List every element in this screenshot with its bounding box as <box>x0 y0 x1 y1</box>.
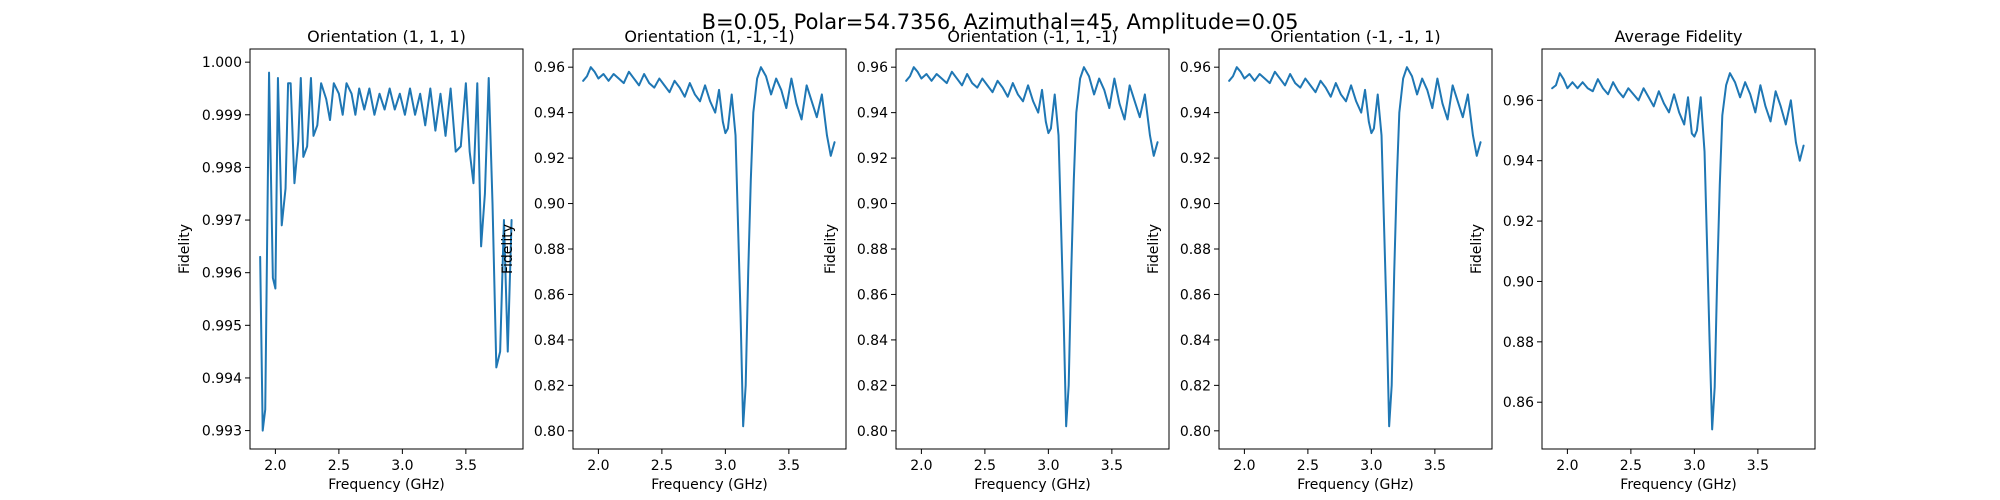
y-axis-label: Fidelity <box>1146 224 1162 274</box>
x-axis-label: Frequency (GHz) <box>1297 477 1413 493</box>
y-tick-label: 0.94 <box>857 106 888 122</box>
x-tick-label: 2.5 <box>1620 458 1642 474</box>
subplot-1: 2.0 2.5 3.0 3.5 0.993 0.994 0.995 0.996 0.997 0.9… <box>177 27 524 493</box>
y-tick-label: 0.998 <box>202 160 242 176</box>
x-tick-label: 2.0 <box>1233 458 1255 474</box>
y-tick-label: 0.86 <box>1503 395 1534 411</box>
x-axis-label: Frequency (GHz) <box>651 477 767 493</box>
x-tick-label: 2.5 <box>1297 458 1319 474</box>
y-tick-label: 0.88 <box>1180 242 1211 258</box>
y-tick-label: 0.80 <box>1180 424 1211 440</box>
subplot-3: 2.0 2.5 3.0 3.5 0.80 0.82 0.84 0.86 0.88 0.90 0.92… <box>823 27 1170 493</box>
y-tick-label: 0.92 <box>857 151 888 167</box>
subplot-4: 2.0 2.5 3.0 3.5 0.80 0.82 0.84 0.86 0.88 0.90 0.92… <box>1146 27 1493 493</box>
y-tick-label: 0.88 <box>857 242 888 258</box>
y-tick-label: 0.86 <box>857 287 888 303</box>
axes-frame <box>1541 48 1816 450</box>
y-tick-label: 0.999 <box>202 108 242 124</box>
y-tick-label: 0.96 <box>1180 60 1211 76</box>
y-tick-label: 1.000 <box>202 55 242 71</box>
y-tick-label: 0.94 <box>1503 154 1534 170</box>
y-tick-label: 0.84 <box>1180 333 1211 349</box>
subplot-title: Orientation (-1, -1, 1) <box>1270 27 1440 46</box>
x-tick-label: 2.0 <box>1556 458 1578 474</box>
subplot-title: Average Fidelity <box>1615 27 1743 46</box>
x-tick-label: 2.0 <box>587 458 609 474</box>
y-tick-label: 0.90 <box>1503 274 1534 290</box>
x-tick-label: 3.0 <box>714 458 736 474</box>
x-tick-label: 2.0 <box>264 458 286 474</box>
x-tick-label: 2.5 <box>974 458 996 474</box>
y-tick-label: 0.993 <box>202 424 242 440</box>
series-line <box>1551 72 1805 431</box>
y-tick-label: 0.96 <box>534 60 565 76</box>
y-tick-label: 0.94 <box>1180 106 1211 122</box>
y-tick-label: 0.82 <box>534 378 565 394</box>
subplot-title: Orientation (1, 1, 1) <box>307 27 466 46</box>
y-tick-label: 0.82 <box>857 378 888 394</box>
y-tick-label: 0.88 <box>534 242 565 258</box>
y-tick-label: 0.82 <box>1180 378 1211 394</box>
x-tick-label: 2.0 <box>910 458 932 474</box>
y-tick-label: 0.92 <box>1180 151 1211 167</box>
y-tick-label: 0.94 <box>534 106 565 122</box>
x-axis-label: Frequency (GHz) <box>974 477 1090 493</box>
y-axis-label: Fidelity <box>500 224 516 274</box>
x-tick-label: 3.0 <box>1360 458 1382 474</box>
series-line <box>582 66 836 428</box>
x-tick-label: 3.5 <box>1747 458 1769 474</box>
y-tick-label: 0.84 <box>534 333 565 349</box>
y-tick-label: 0.80 <box>857 424 888 440</box>
x-tick-label: 2.5 <box>328 458 350 474</box>
y-tick-label: 0.96 <box>857 60 888 76</box>
subplot-2: 2.0 2.5 3.0 3.5 0.80 0.82 0.84 0.86 0.88 0.90 0.92… <box>500 27 847 493</box>
x-tick-label: 3.0 <box>391 458 413 474</box>
x-tick-label: 3.5 <box>455 458 477 474</box>
y-tick-label: 0.86 <box>534 287 565 303</box>
y-tick-label: 0.997 <box>202 213 242 229</box>
y-tick-label: 0.90 <box>857 197 888 213</box>
x-tick-label: 3.5 <box>1101 458 1123 474</box>
x-tick-label: 3.0 <box>1683 458 1705 474</box>
subplot-5: 2.0 2.5 3.0 3.5 0.86 0.88 0.90 0.92 0.94 0.96 Aver… <box>1469 27 1816 493</box>
x-tick-label: 2.5 <box>651 458 673 474</box>
figure-suptitle: B=0.05, Polar=54.7356, Azimuthal=45, Amp… <box>702 10 1299 34</box>
series-line <box>905 66 1159 428</box>
x-axis-label: Frequency (GHz) <box>328 477 444 493</box>
y-tick-label: 0.86 <box>1180 287 1211 303</box>
y-axis-label: Fidelity <box>823 224 839 274</box>
y-tick-label: 0.84 <box>857 333 888 349</box>
subplot-title: Orientation (-1, 1, -1) <box>947 27 1117 46</box>
axes-frame <box>249 48 524 450</box>
x-tick-label: 3.5 <box>1424 458 1446 474</box>
series-line <box>1228 66 1482 428</box>
y-tick-label: 0.92 <box>1503 214 1534 230</box>
y-tick-label: 0.90 <box>534 197 565 213</box>
y-tick-label: 0.994 <box>202 371 242 387</box>
x-tick-label: 3.5 <box>778 458 800 474</box>
y-tick-label: 0.80 <box>534 424 565 440</box>
x-tick-label: 3.0 <box>1037 458 1059 474</box>
series-line <box>259 71 513 432</box>
y-tick-label: 0.90 <box>1180 197 1211 213</box>
y-tick-label: 0.996 <box>202 266 242 282</box>
y-axis-label: Fidelity <box>1469 224 1485 274</box>
x-axis-label: Frequency (GHz) <box>1620 477 1736 493</box>
y-tick-label: 0.92 <box>534 151 565 167</box>
y-tick-label: 0.88 <box>1503 335 1534 351</box>
y-tick-label: 0.96 <box>1503 93 1534 109</box>
y-axis-label: Fidelity <box>177 224 193 274</box>
subplot-title: Orientation (1, -1, -1) <box>624 27 794 46</box>
y-tick-label: 0.995 <box>202 318 242 334</box>
